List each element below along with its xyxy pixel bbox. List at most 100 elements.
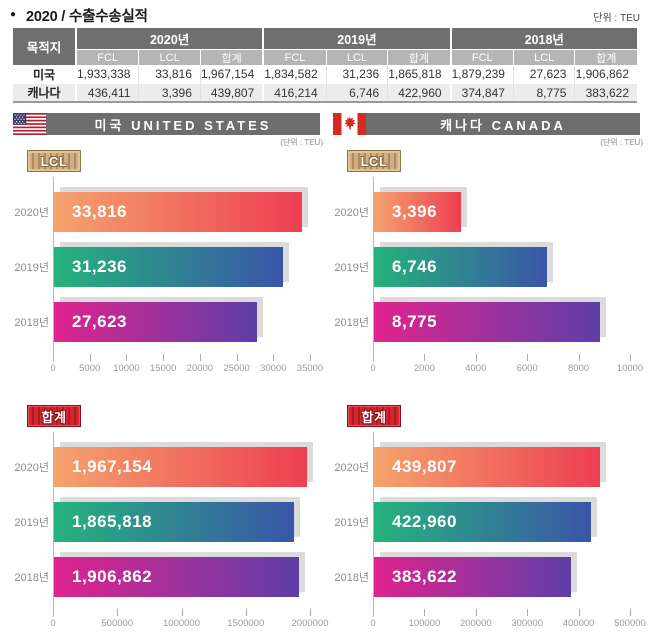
table-cell: 383,622 <box>575 83 637 101</box>
x-axis-tick-label: 2000 <box>413 363 435 374</box>
x-axis-tick-label: 500000 <box>101 618 134 629</box>
table-cell: 1,879,239 <box>451 65 514 83</box>
bar-value-label: 1,865,818 <box>72 512 153 531</box>
bar: 1,865,818 <box>54 502 294 542</box>
bar: 3,396 <box>374 192 461 232</box>
canada-flag-icon <box>333 113 366 135</box>
bar-value-label: 8,775 <box>392 312 438 331</box>
chart-y-axis <box>53 177 54 362</box>
row-label-usa: 미국 <box>13 65 77 83</box>
summary-table: 목적지 2020년 2019년 2018년 FCL LCL 합계 FCL LCL… <box>13 28 637 103</box>
table-cell: 27,623 <box>513 65 576 83</box>
x-axis-tick-label: 0 <box>50 618 56 629</box>
chart-canada-lcl: LCL 3,396 2020년 6,746 2019년 8,775 2018년 0 2000 4… <box>333 150 650 383</box>
chart-usa-lcl: LCL 33,816 2020년 31,236 2019년 27,623 2018년 0 50… <box>13 150 333 383</box>
x-axis-tick-label: 500000 <box>614 618 646 629</box>
sub-header-fcl: FCL <box>264 49 327 65</box>
unit-note-usa: (단위 : TEU) <box>280 138 323 147</box>
x-axis-tick <box>630 609 631 616</box>
x-axis-tick-label: 8000 <box>568 363 590 374</box>
x-axis-tick <box>245 609 247 616</box>
sub-header-total: 합계 <box>575 49 637 65</box>
category-label: 2018년 <box>14 317 49 329</box>
sub-header-lcl: LCL <box>513 49 576 65</box>
x-axis-tick-label: 10000 <box>113 363 140 374</box>
x-axis-tick-label: 0 <box>370 618 376 629</box>
x-axis-tick <box>126 354 128 361</box>
bar: 1,906,862 <box>54 557 299 597</box>
bar-value-label: 422,960 <box>392 512 457 531</box>
sub-header-fcl: FCL <box>77 49 140 65</box>
x-axis-tick-label: 10000 <box>616 363 644 374</box>
section-title-usa: 미국 UNITED STATES <box>46 113 320 135</box>
table-cell: 8,775 <box>513 83 576 101</box>
x-axis-tick-label: 1000000 <box>163 618 200 629</box>
table-cell: 422,960 <box>388 83 452 101</box>
bar: 8,775 <box>374 302 600 342</box>
chart-usa-total: 합계 1,967,154 2020년 1,865,818 2019년 1,906,862… <box>13 405 333 638</box>
sub-header-total: 합계 <box>200 49 265 65</box>
table-cell: 416,214 <box>264 83 327 101</box>
section-header-usa: 미국 UNITED STATES <box>13 113 320 135</box>
bar-chart-usa-total: 1,967,154 2020년 1,865,818 2019년 1,906,862 201… <box>13 405 333 638</box>
table-cell: 1,865,818 <box>388 65 452 83</box>
x-axis-tick-label: 0 <box>50 363 56 374</box>
year-header-2018: 2018년 <box>451 28 637 49</box>
bar-chart-canada-lcl: 3,396 2020년 6,746 2019년 8,775 2018년 0 2000 4000 6… <box>333 150 650 383</box>
bar-chart-canada-total: 439,807 2020년 422,960 2019년 383,622 2018년 0 100… <box>333 405 650 638</box>
bar: 439,807 <box>374 447 600 487</box>
total-container-badge: 합계 <box>27 405 81 427</box>
table-cell: 436,411 <box>77 83 140 101</box>
x-axis-tick <box>630 354 631 361</box>
x-axis-tick-label: 20000 <box>186 363 214 374</box>
x-axis-tick-label: 25000 <box>223 363 250 374</box>
x-axis-tick-label: 35000 <box>296 363 324 374</box>
bar-value-label: 3,396 <box>392 202 438 221</box>
bar-chart-usa-lcl: 33,816 2020년 31,236 2019년 27,623 2018년 0 5000 10… <box>13 150 333 383</box>
bar: 31,236 <box>54 247 283 287</box>
bar-value-label: 27,623 <box>72 312 127 331</box>
x-axis-tick <box>424 609 426 616</box>
bar-value-label: 33,816 <box>72 202 127 221</box>
category-label: 2019년 <box>14 262 49 274</box>
table-cell: 439,807 <box>200 83 265 101</box>
table-cell: 1,906,862 <box>575 65 637 83</box>
category-label: 2018년 <box>334 572 369 584</box>
chart-y-axis <box>373 177 374 362</box>
category-label: 2019년 <box>334 262 369 274</box>
x-axis-tick <box>310 354 311 361</box>
col-header-destination: 목적지 <box>13 28 77 65</box>
x-axis-tick <box>475 354 477 361</box>
category-label: 2018년 <box>334 317 369 329</box>
chart-y-axis <box>373 432 374 617</box>
bar-value-label: 31,236 <box>72 257 127 276</box>
bar: 27,623 <box>54 302 257 342</box>
x-axis-tick <box>310 609 311 616</box>
x-axis-tick <box>181 609 183 616</box>
x-axis-tick-label: 4000 <box>465 363 487 374</box>
table-cell: 1,834,582 <box>264 65 327 83</box>
sub-header-total: 합계 <box>388 49 452 65</box>
category-label: 2020년 <box>334 462 369 474</box>
category-label: 2018년 <box>14 572 49 584</box>
x-axis-tick-label: 400000 <box>562 618 595 629</box>
bar: 33,816 <box>54 192 302 232</box>
x-axis-tick <box>527 354 529 361</box>
x-axis-tick-label: 300000 <box>511 618 544 629</box>
table-cell: 33,816 <box>139 65 201 83</box>
x-axis-tick-label: 0 <box>370 363 376 374</box>
bar-value-label: 383,622 <box>392 567 457 586</box>
x-axis-tick <box>236 354 238 361</box>
lcl-container-badge: LCL <box>347 150 401 172</box>
bar: 6,746 <box>374 247 547 287</box>
total-container-badge: 합계 <box>347 405 401 427</box>
table-cell: 6,746 <box>326 83 389 101</box>
x-axis-tick-label: 100000 <box>408 618 441 629</box>
x-axis-tick-label: 1500000 <box>227 618 265 629</box>
category-label: 2020년 <box>14 462 49 474</box>
section-title-canada: 캐나다 CANADA <box>366 113 640 135</box>
table-cell: 374,847 <box>451 83 514 101</box>
x-axis-tick <box>424 354 426 361</box>
x-axis-tick <box>163 354 165 361</box>
